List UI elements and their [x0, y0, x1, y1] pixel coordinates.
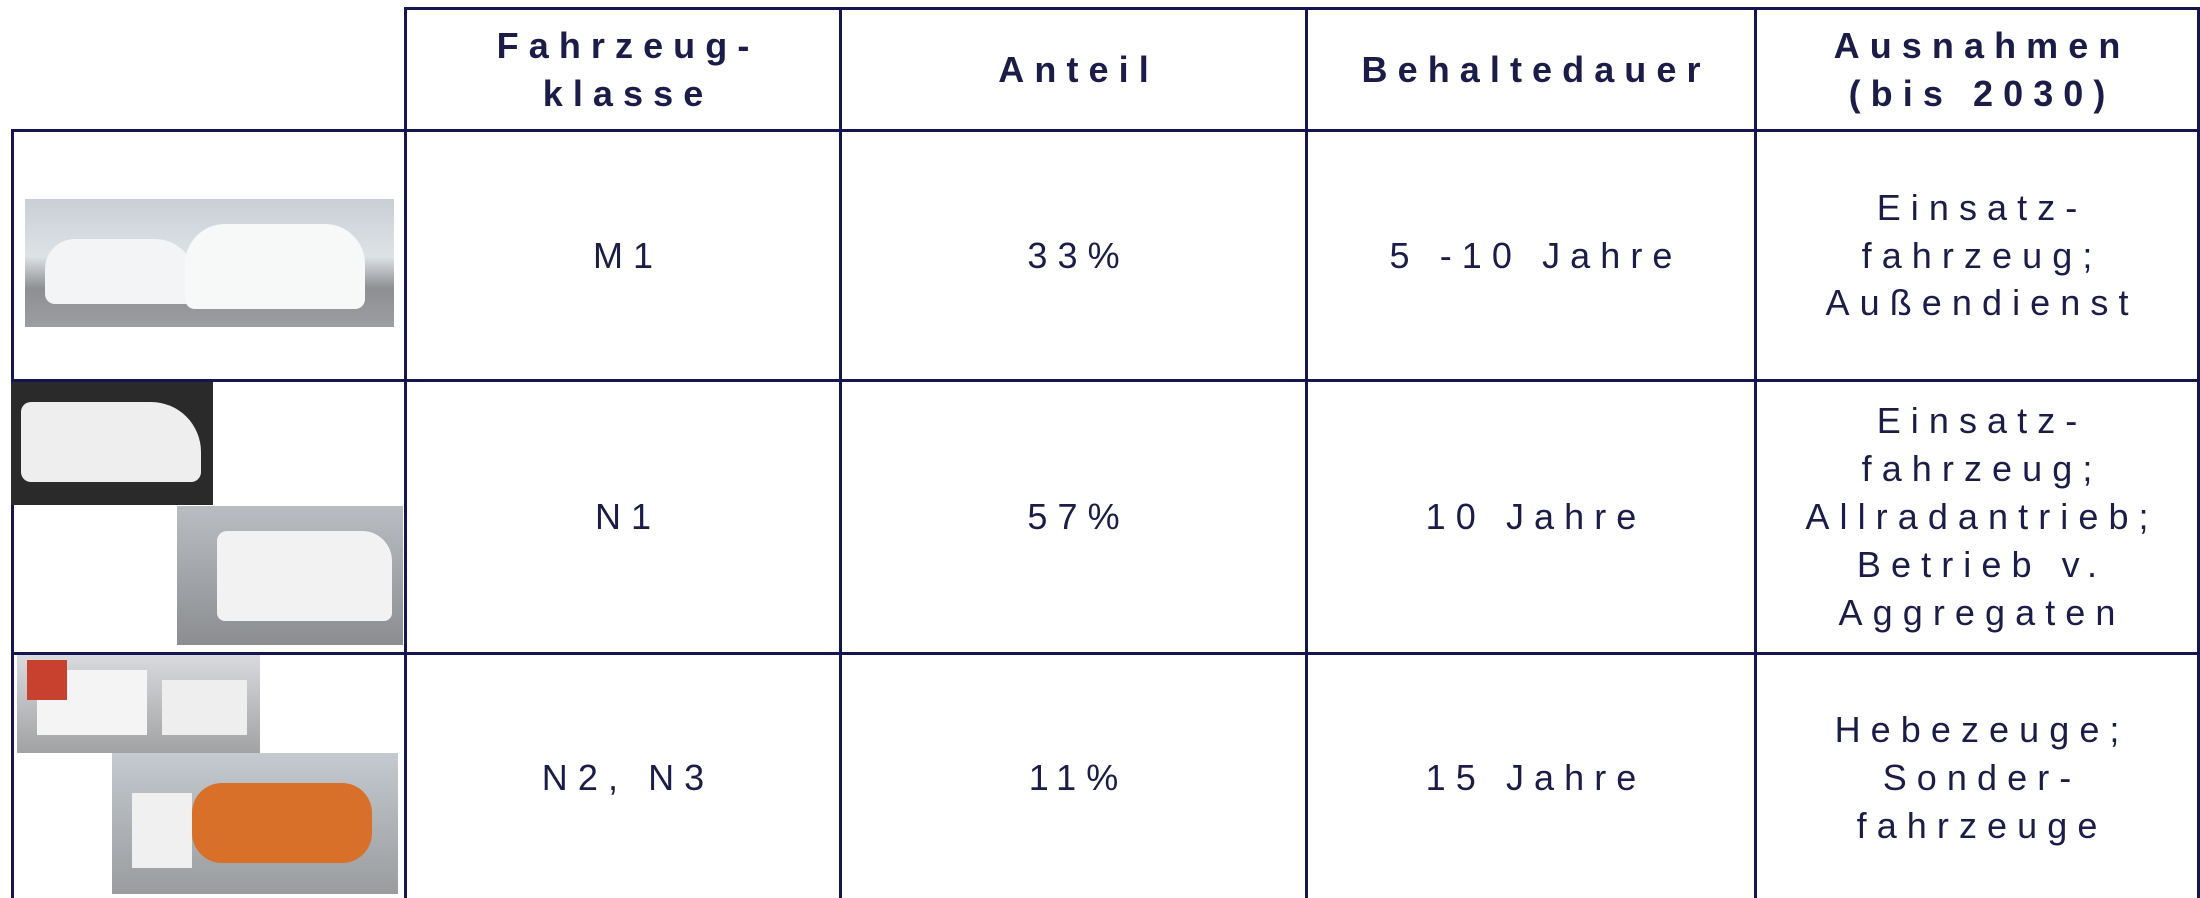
table-cell: Einsatz- fahrzeug; Außendienst	[1754, 129, 2200, 382]
image-cell	[11, 129, 407, 382]
table-cell: 15 Jahre	[1305, 652, 1757, 898]
table-cell: N1	[404, 379, 842, 655]
table-cell: M1	[404, 129, 842, 382]
table-cell: Einsatz- fahrzeug; Allradantrieb; Betrie…	[1754, 379, 2200, 655]
table-cell: N2, N3	[404, 652, 842, 898]
header-cell: Behaltedauer	[1305, 7, 1757, 132]
table-cell: 10 Jahre	[1305, 379, 1757, 655]
table-cell: 11%	[839, 652, 1308, 898]
table-cell: Hebezeuge; Sonder- fahrzeuge	[1754, 652, 2200, 898]
photo-m1	[25, 199, 394, 327]
photo-n2-a	[17, 655, 260, 753]
header-cell: Fahrzeug- klasse	[404, 7, 842, 132]
header-cell: Anteil	[839, 7, 1308, 132]
photo-n1-a	[11, 382, 213, 505]
table-cell: 5 -10 Jahre	[1305, 129, 1757, 382]
table-cell: 33%	[839, 129, 1308, 382]
photo-n2-b	[112, 753, 398, 894]
header-cell: Ausnahmen (bis 2030)	[1754, 7, 2200, 132]
photo-n1-b	[177, 506, 403, 645]
table-cell: 57%	[839, 379, 1308, 655]
